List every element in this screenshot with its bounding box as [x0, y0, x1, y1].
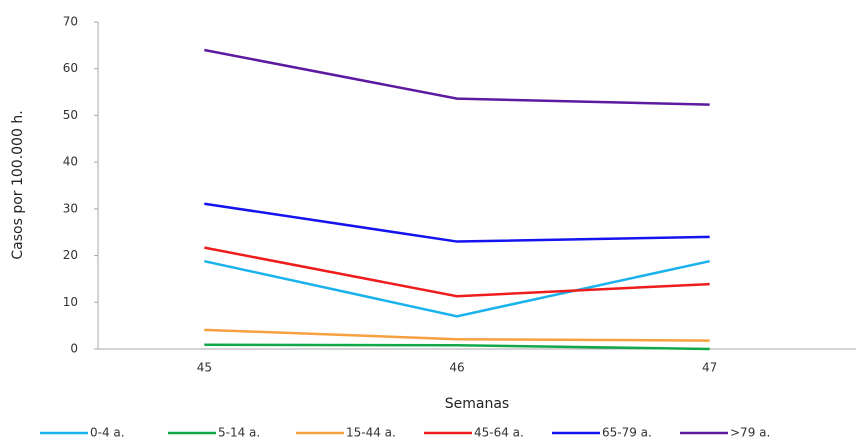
- series-line: [204, 259, 710, 318]
- x-axis-title: Semanas: [445, 396, 509, 412]
- legend-label: 0-4 a.: [90, 426, 125, 440]
- series-line: [204, 328, 710, 342]
- y-tick-label: 40: [63, 155, 78, 169]
- series-line: [204, 202, 710, 243]
- x-tick-label: 46: [449, 361, 464, 375]
- y-tick-label: 10: [63, 295, 78, 309]
- y-tick-label: 0: [70, 342, 78, 356]
- legend-label: 5-14 a.: [218, 426, 260, 440]
- y-tick-label: 50: [63, 108, 78, 122]
- legend-label: 65-79 a.: [602, 426, 652, 440]
- y-tick-label: 20: [63, 248, 78, 262]
- y-tick-label: 60: [63, 61, 78, 75]
- series-line: [204, 48, 710, 106]
- legend-label: 45-64 a.: [474, 426, 524, 440]
- series-line: [204, 246, 710, 298]
- y-tick-label: 30: [63, 201, 78, 215]
- legend-label: >79 a.: [730, 426, 770, 440]
- series-line: [204, 343, 710, 351]
- y-tick-label: 70: [63, 15, 78, 29]
- y-axis-title: Casos por 100.000 h.: [10, 110, 26, 259]
- legend-label: 15-44 a.: [346, 426, 396, 440]
- x-tick-label: 47: [702, 361, 717, 375]
- x-tick-label: 45: [197, 361, 212, 375]
